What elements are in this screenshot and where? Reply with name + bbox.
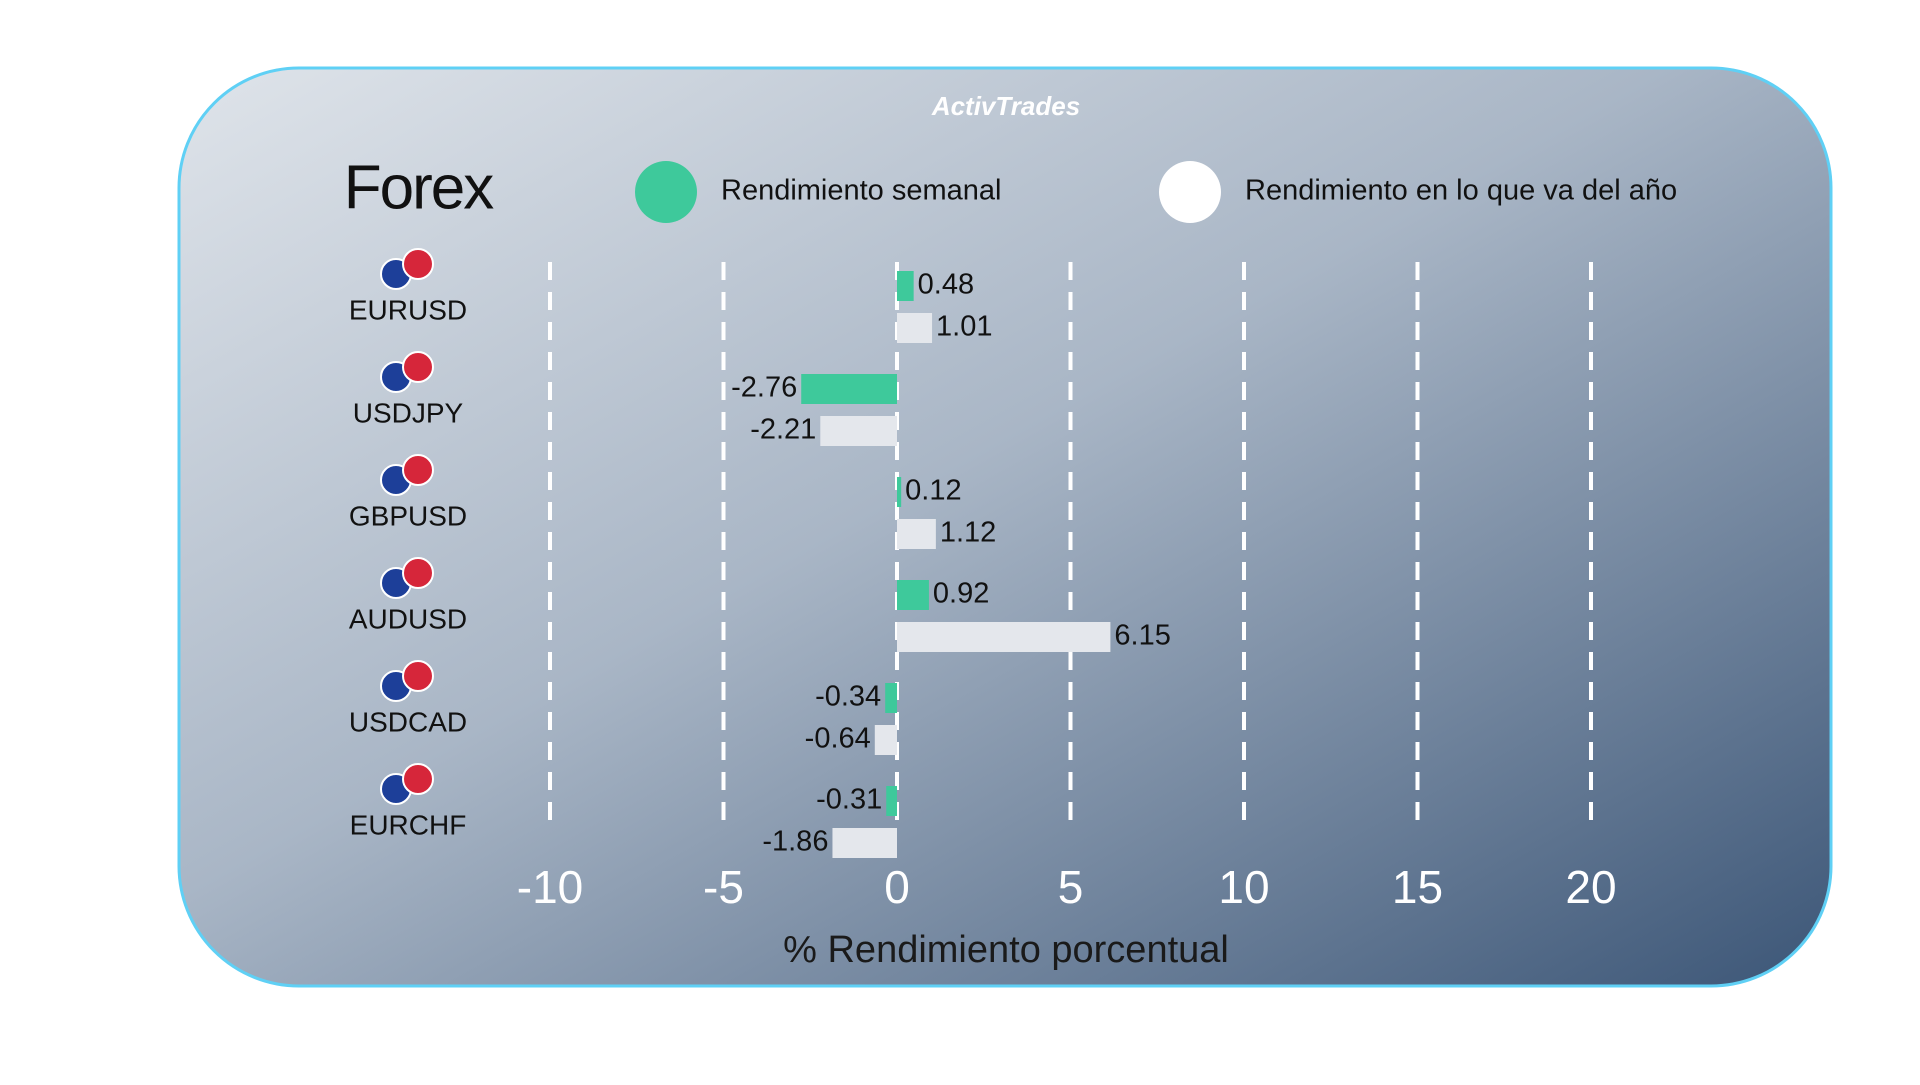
- x-tick-label: -10: [517, 861, 583, 913]
- value-label: -0.64: [805, 723, 871, 755]
- bar: [897, 622, 1111, 652]
- bar: [874, 725, 897, 755]
- brand-logo: ActivTrades: [931, 91, 1080, 121]
- category-label: EURUSD: [349, 294, 467, 325]
- category-label: USDJPY: [353, 397, 464, 428]
- category-label: EURCHF: [350, 809, 467, 840]
- flag-icon: [402, 454, 434, 486]
- value-label: 1.01: [936, 311, 992, 343]
- flag-icon: [402, 248, 434, 280]
- chart-title: Forex: [344, 153, 494, 222]
- bar: [801, 374, 897, 404]
- value-label: -1.86: [762, 826, 828, 858]
- value-label: 6.15: [1114, 620, 1170, 652]
- flag-icon: [402, 660, 434, 692]
- x-tick-label: 5: [1058, 861, 1084, 913]
- x-tick-label: 0: [884, 861, 910, 913]
- value-label: 1.12: [940, 517, 996, 549]
- bar: [897, 580, 929, 610]
- category-label: USDCAD: [349, 706, 467, 737]
- bar: [820, 416, 897, 446]
- value-label: 0.12: [905, 475, 961, 507]
- value-label: 0.48: [918, 269, 974, 301]
- flag-icon: [402, 557, 434, 589]
- bar: [897, 477, 902, 507]
- category-label: GBPUSD: [349, 500, 467, 531]
- value-label: 0.92: [933, 578, 989, 610]
- bar: [897, 271, 914, 301]
- x-axis-label: % Rendimiento porcentual: [783, 929, 1229, 971]
- bar: [897, 519, 936, 549]
- bar: [832, 828, 897, 858]
- legend-label: Rendimiento semanal: [721, 175, 1001, 207]
- x-tick-label: 10: [1218, 861, 1269, 913]
- flag-icon: [402, 763, 434, 795]
- value-label: -0.31: [816, 784, 882, 816]
- legend-swatch: [1159, 161, 1221, 223]
- x-tick-label: 15: [1392, 861, 1443, 913]
- bar: [886, 786, 897, 816]
- value-label: -0.34: [815, 681, 881, 713]
- bar: [885, 683, 897, 713]
- legend-swatch: [635, 161, 697, 223]
- bar: [897, 313, 933, 343]
- flag-icon: [402, 351, 434, 383]
- legend-label: Rendimiento en lo que va del año: [1245, 175, 1677, 207]
- value-label: -2.76: [731, 372, 797, 404]
- category-label: AUDUSD: [349, 603, 467, 634]
- x-tick-label: -5: [703, 861, 744, 913]
- value-label: -2.21: [750, 414, 816, 446]
- x-tick-label: 20: [1565, 861, 1616, 913]
